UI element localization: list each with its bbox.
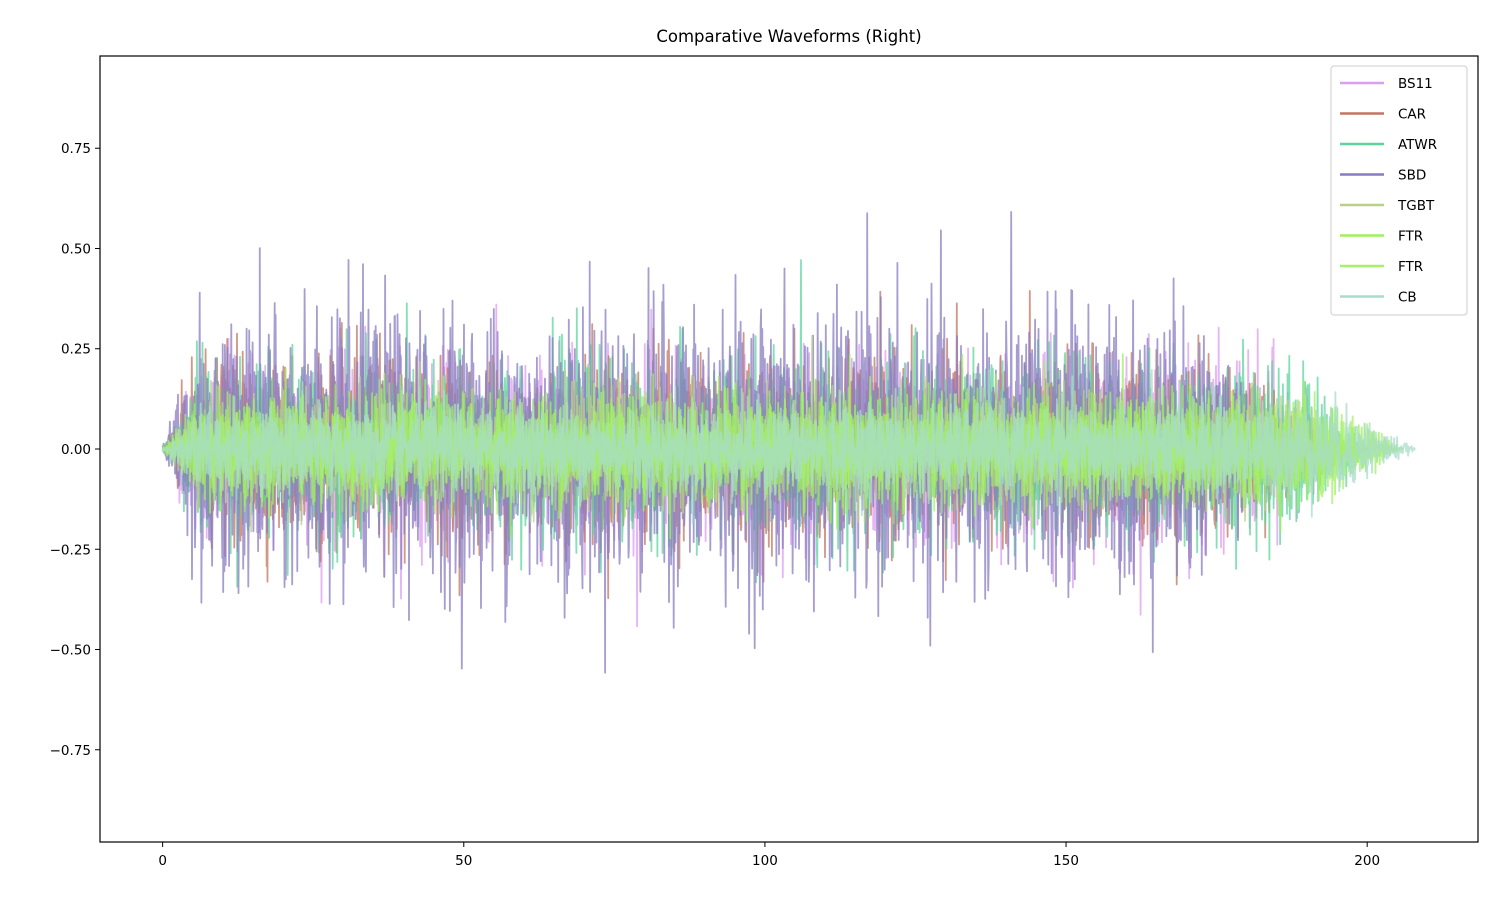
legend-label: CAR (1398, 107, 1426, 123)
y-tick-label: 0.00 (61, 442, 91, 458)
series-group (161, 210, 1416, 674)
legend: BS11 CAR ATWR SBD TGBT FTR FTR CB (1330, 65, 1468, 316)
y-tick-label: 0.50 (61, 241, 91, 257)
legend-box (1330, 65, 1468, 316)
x-tick-label: 100 (752, 853, 778, 869)
legend-label: BS11 (1398, 76, 1433, 92)
legend-label: FTR (1398, 229, 1423, 245)
legend-label: SBD (1398, 168, 1426, 184)
chart-title: Comparative Waveforms (Right) (656, 27, 921, 46)
series-line-cb (161, 369, 1416, 525)
y-tick-label: 0.25 (61, 342, 91, 358)
x-tick-label: 50 (455, 853, 472, 869)
legend-label: CB (1398, 290, 1417, 306)
y-tick-label: 0.75 (61, 141, 91, 157)
y-tick-label: −0.75 (50, 743, 91, 759)
x-tick-label: 0 (158, 853, 167, 869)
legend-label: TGBT (1397, 198, 1435, 214)
y-axis: −0.75 −0.50 −0.25 0.00 0.25 0.50 0.75 (50, 141, 100, 759)
legend-label: FTR (1398, 259, 1423, 275)
y-tick-label: −0.25 (50, 542, 91, 558)
x-tick-label: 200 (1354, 853, 1380, 869)
legend-label: ATWR (1398, 137, 1437, 153)
x-tick-label: 150 (1053, 853, 1079, 869)
y-tick-label: −0.50 (50, 643, 91, 659)
x-axis: 0 50 100 150 200 (158, 842, 1380, 869)
